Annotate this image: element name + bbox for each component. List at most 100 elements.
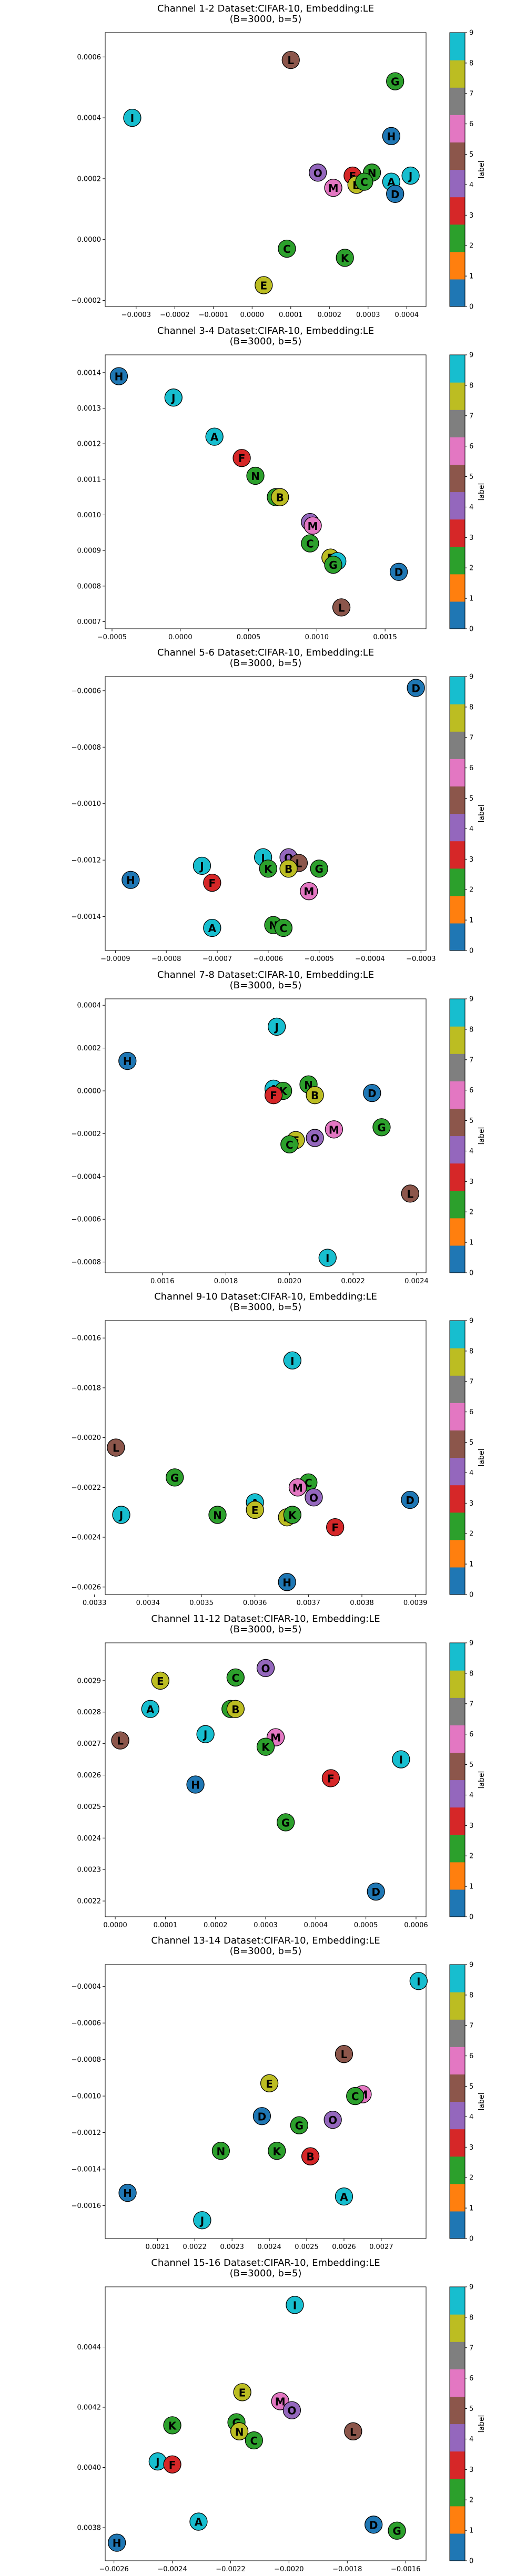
point-marker bbox=[226, 1668, 245, 1686]
colorbar-segment bbox=[450, 1218, 465, 1245]
y-tick-label: 0.0044 bbox=[77, 2344, 102, 2352]
point-label: H bbox=[191, 1778, 200, 1791]
point-label: N bbox=[217, 2145, 226, 2158]
point-marker bbox=[300, 882, 318, 901]
data-point: O bbox=[306, 1128, 324, 1147]
colorbar-segment bbox=[450, 1780, 465, 1807]
colorbar: 0 1 2 3 4 5 6 7 8 9 label bbox=[449, 351, 486, 633]
colorbar-segment bbox=[450, 87, 465, 115]
data-point: A bbox=[335, 2187, 353, 2206]
point-marker bbox=[118, 2184, 137, 2202]
colorbar-segment bbox=[450, 574, 465, 601]
data-point: D bbox=[367, 1882, 385, 1900]
colorbar-tick-label: 2 bbox=[469, 886, 473, 894]
point-marker bbox=[208, 1506, 227, 1524]
data-point: G bbox=[388, 2521, 406, 2540]
colorbar-tick-label: 8 bbox=[469, 1347, 473, 1355]
colorbar-tick-label: 5 bbox=[469, 2405, 473, 2413]
colorbar-tick-label: 8 bbox=[469, 59, 473, 67]
point-marker bbox=[112, 1506, 130, 1524]
colorbar-frame bbox=[449, 1320, 466, 1595]
data-point: J bbox=[196, 1725, 215, 1743]
chart-title-line: Channel 13-14 Dataset:CIFAR-10, Embeddin… bbox=[151, 1935, 380, 1946]
point-label: M bbox=[329, 1123, 339, 1136]
colorbar-tick-label: 1 bbox=[469, 1883, 473, 1890]
x-tick-label: 0.0003 bbox=[356, 311, 380, 319]
point-label: D bbox=[391, 188, 400, 201]
data-point: G bbox=[372, 1118, 391, 1136]
colorbar-tick-label: 3 bbox=[469, 856, 473, 864]
colorbar-tick-label: 0 bbox=[469, 1591, 473, 1599]
y-tick-label: −0.0006 bbox=[72, 2020, 101, 2028]
point-label: A bbox=[146, 1703, 155, 1715]
data-point: E bbox=[233, 2383, 251, 2401]
point-marker bbox=[245, 2431, 263, 2449]
colorbar-segment bbox=[450, 759, 465, 786]
point-label: E bbox=[251, 1504, 259, 1517]
data-point: F bbox=[321, 1769, 340, 1787]
point-marker bbox=[407, 679, 425, 697]
point-marker bbox=[252, 2107, 271, 2125]
point-marker bbox=[255, 276, 273, 294]
colorbar-tick-label: 1 bbox=[469, 2527, 473, 2534]
y-tick-label: −0.0008 bbox=[72, 1259, 101, 1266]
x-tick-label: 0.0022 bbox=[341, 1277, 365, 1285]
point-label: L bbox=[113, 1442, 119, 1455]
colorbar-tick-label: 7 bbox=[469, 2022, 473, 2030]
x-tick-label: −0.0004 bbox=[355, 955, 385, 963]
data-point: K bbox=[268, 2142, 286, 2160]
colorbar-segment bbox=[450, 519, 465, 547]
colorbar-segment bbox=[450, 841, 465, 869]
colorbar-tick-label: 8 bbox=[469, 382, 473, 390]
data-point: M bbox=[300, 882, 318, 901]
point-marker bbox=[318, 1248, 337, 1267]
x-tick-label: 0.0036 bbox=[243, 1599, 267, 1607]
data-point: M bbox=[324, 179, 342, 197]
x-tick-label: 0.0022 bbox=[183, 2243, 207, 2251]
y-tick-label: −0.0008 bbox=[72, 744, 101, 752]
colorbar-segment bbox=[450, 2211, 465, 2239]
point-label: E bbox=[260, 279, 267, 292]
y-tick-label: 0.0029 bbox=[77, 1677, 102, 1685]
y-tick-label: 0.0028 bbox=[77, 1709, 102, 1716]
colorbar-tick-label: 0 bbox=[469, 2557, 473, 2565]
x-tick-label: −0.0018 bbox=[332, 2565, 362, 2573]
colorbar-segment bbox=[450, 1190, 465, 1218]
y-tick-label: 0.0042 bbox=[77, 2404, 102, 2411]
colorbar-segment bbox=[450, 998, 465, 1027]
colorbar-segment bbox=[450, 923, 465, 951]
data-point: I bbox=[318, 1248, 337, 1267]
data-point: C bbox=[245, 2431, 263, 2449]
scatter-chart: Channel 11-12 Dataset:CIFAR-10, Embeddin… bbox=[77, 1613, 487, 1929]
colorbar-tick-label: 5 bbox=[469, 795, 473, 803]
colorbar-segment bbox=[450, 868, 465, 896]
colorbar-tick-label: 4 bbox=[469, 503, 473, 511]
point-marker bbox=[388, 2521, 406, 2540]
colorbar: 0 1 2 3 4 5 6 7 8 9 label bbox=[449, 673, 486, 955]
point-marker bbox=[230, 2422, 249, 2440]
point-label: J bbox=[155, 2456, 159, 2468]
point-label: F bbox=[327, 1772, 335, 1785]
data-point: L bbox=[281, 50, 300, 69]
x-tick-label: 0.0033 bbox=[83, 1599, 107, 1607]
colorbar-tick-label: 1 bbox=[469, 2205, 473, 2213]
data-point: C bbox=[280, 1135, 299, 1153]
point-label: F bbox=[331, 1521, 339, 1534]
point-label: O bbox=[328, 2114, 337, 2127]
point-label: N bbox=[235, 2425, 244, 2438]
plot-frame bbox=[105, 2286, 427, 2561]
colorbar-frame bbox=[449, 998, 466, 1273]
point-label: B bbox=[276, 491, 284, 504]
point-label: J bbox=[118, 1509, 123, 1521]
point-label: H bbox=[115, 370, 124, 383]
point-marker bbox=[123, 108, 141, 127]
point-label: J bbox=[274, 1020, 278, 1033]
point-label: J bbox=[408, 170, 412, 182]
point-marker bbox=[321, 1769, 340, 1787]
point-label: I bbox=[326, 1252, 329, 1264]
data-point: H bbox=[118, 1051, 137, 1070]
colorbar-tick-label: 7 bbox=[469, 734, 473, 742]
colorbar-tick-label: 9 bbox=[469, 2283, 473, 2291]
point-marker bbox=[203, 873, 221, 892]
data-point: L bbox=[332, 598, 351, 617]
